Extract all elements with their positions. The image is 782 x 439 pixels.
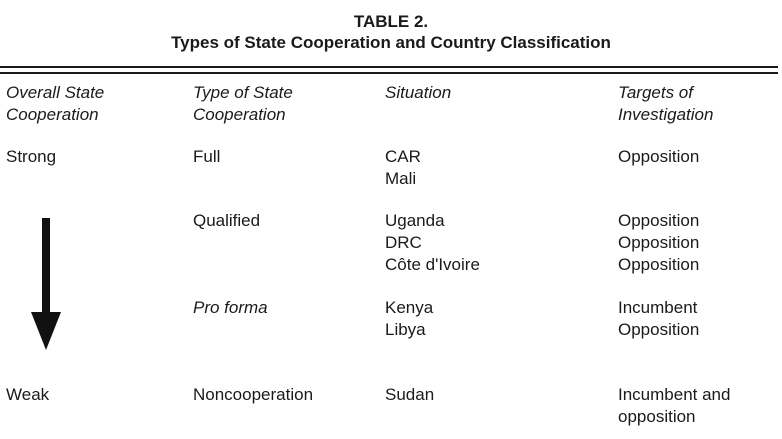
situation-cell: Mali [385,169,417,188]
situation-cell: CAR [385,147,421,166]
target-cell: Opposition [618,255,700,274]
situation-cell: Uganda [385,211,445,230]
target-cell: Opposition [618,147,700,166]
target-cell: opposition [618,407,696,426]
type-cell: Qualified [193,211,261,230]
situation-cell: DRC [385,233,422,252]
top-rule [0,66,778,68]
type-cell: Pro forma [193,298,268,317]
header-overall-line2: Cooperation [6,105,99,124]
target-cell: Opposition [618,211,700,230]
situation-cell: Sudan [385,385,435,404]
header-targets-line2: Investigation [618,105,714,124]
situation-cell: Libya [385,320,426,339]
table-caption: Types of State Cooperation and Country C… [171,33,611,52]
scale-weak-label: Weak [6,385,50,404]
table-number: TABLE 2. [353,12,429,31]
arrow-down-icon [31,218,61,350]
header-type-line1: Type of State [193,83,293,102]
second-rule [0,72,778,74]
type-cell: Full [193,147,221,166]
target-cell: Opposition [618,233,700,252]
target-cell: Incumbent and [618,385,731,404]
scale-strong-label: Strong [6,147,57,166]
type-cell: Noncooperation [193,385,314,404]
situation-cell: Kenya [385,298,434,317]
header-type-line2: Cooperation [193,105,286,124]
target-cell: Opposition [618,320,700,339]
header-situation: Situation [385,83,452,102]
header-overall-line1: Overall State [6,83,105,102]
target-cell: Incumbent [618,298,698,317]
situation-cell: Côte d'Ivoire [385,255,480,274]
header-targets-line1: Targets of [618,83,693,102]
